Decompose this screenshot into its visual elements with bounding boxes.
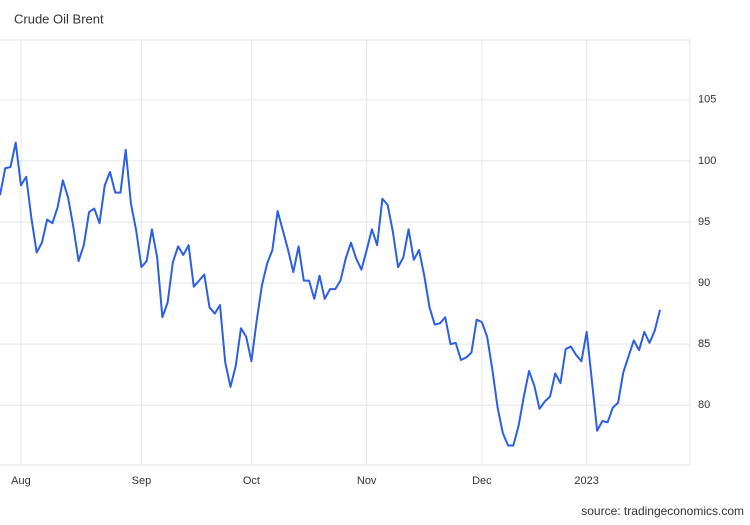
source: source: tradingeconomics.com — [581, 504, 744, 518]
price-line — [0, 141, 661, 447]
y-tick-label: 95 — [698, 216, 710, 228]
x-tick-label: Dec — [472, 475, 492, 487]
y-tick-label: 100 — [698, 155, 716, 167]
x-tick-label: Sep — [132, 475, 152, 487]
x-tick-label: Nov — [357, 475, 377, 487]
y-tick-label: 85 — [698, 338, 710, 350]
chart-title: Crude Oil Brent — [14, 11, 104, 26]
x-tick-label: Aug — [11, 475, 31, 487]
y-tick-label: 90 — [698, 277, 710, 289]
x-tick-label: Oct — [243, 475, 260, 487]
y-tick-label: 105 — [698, 94, 716, 106]
x-tick-label: 2023 — [574, 475, 598, 487]
y-tick-label: 80 — [698, 399, 710, 411]
